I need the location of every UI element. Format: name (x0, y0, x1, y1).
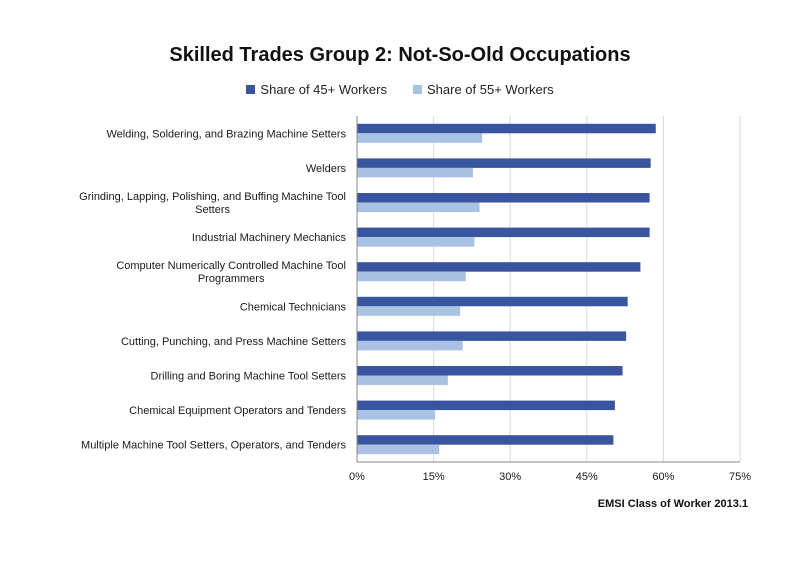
bar-45plus (357, 227, 650, 238)
bar-45plus (357, 158, 651, 168)
bar-45plus (357, 435, 614, 445)
bar-55plus (357, 167, 473, 178)
category-label: Grinding, Lapping, Polishing, and Buffin… (79, 191, 346, 216)
x-tick-label: 45% (576, 471, 598, 483)
category-label: Welding, Soldering, and Brazing Machine … (107, 128, 347, 140)
bar-45plus (357, 296, 628, 307)
legend-label-55plus: Share of 55+ Workers (427, 82, 554, 97)
x-tick-label: 0% (349, 471, 365, 483)
legend-swatch-45plus (246, 85, 256, 94)
category-label: Multiple Machine Tool Setters, Operators… (81, 440, 346, 452)
category-label: Computer Numerically Controlled Machine … (116, 260, 346, 285)
category-label: Chemical Equipment Operators and Tenders (129, 405, 346, 417)
bar-55plus (357, 444, 440, 455)
source-note: EMSI Class of Worker 2013.1 (597, 498, 748, 510)
legend-label-45plus: Share of 45+ Workers (260, 82, 387, 97)
x-tick-label: 75% (729, 471, 751, 483)
legend-item-55plus: Share of 55+ Workers (413, 82, 554, 97)
category-label: Industrial Machinery Mechanics (192, 232, 347, 244)
x-tick-label: 30% (499, 471, 521, 483)
chart-title: Skilled Trades Group 2: Not-So-Old Occup… (169, 44, 631, 66)
legend: Share of 45+ Workers Share of 55+ Worker… (0, 82, 800, 97)
bar-45plus (357, 193, 650, 203)
category-label: Cutting, Punching, and Press Machine Set… (121, 336, 347, 348)
x-tick-label: 15% (423, 471, 445, 483)
bar-45plus (357, 366, 623, 376)
category-label: Welders (306, 163, 347, 175)
bar-45plus (357, 331, 627, 341)
legend-item-45plus: Share of 45+ Workers (246, 82, 387, 97)
legend-swatch-55plus (413, 85, 422, 94)
bar-45plus (357, 123, 656, 134)
bar-55plus (357, 202, 480, 212)
bar-55plus (357, 375, 448, 385)
x-tick-label: 60% (652, 471, 674, 483)
category-label: Chemical Technicians (240, 301, 347, 313)
bar-55plus (357, 133, 483, 143)
category-label: Drilling and Boring Machine Tool Setters (151, 371, 347, 383)
bar-55plus (357, 340, 463, 351)
bar-55plus (357, 410, 436, 420)
bar-45plus (357, 400, 615, 411)
bar-55plus (357, 271, 466, 282)
bar-55plus (357, 237, 475, 247)
bar-45plus (357, 262, 641, 272)
bar-55plus (357, 306, 461, 316)
